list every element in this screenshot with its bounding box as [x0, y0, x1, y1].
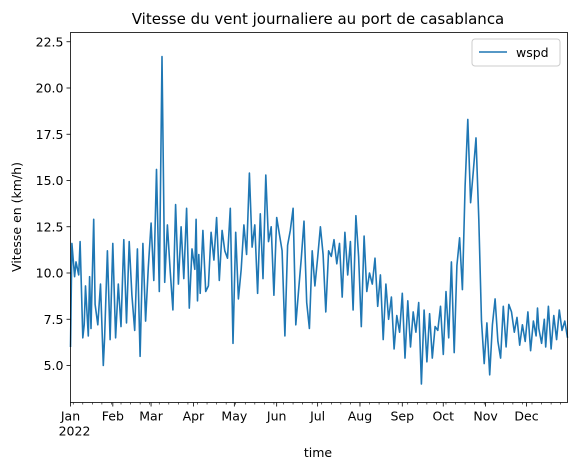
x-tick-label: Jul — [309, 409, 325, 424]
y-tick-label: 7.5 — [44, 312, 64, 327]
x-tick-label: Dec — [514, 409, 538, 424]
x-tick-label: Jan — [60, 409, 80, 424]
series-line-wspd — [69, 55, 569, 385]
x-tick-label: May — [221, 409, 247, 424]
y-tick-label: 10.0 — [36, 266, 64, 281]
series-layer — [69, 55, 569, 385]
x-tick-label: Sep — [391, 409, 415, 424]
legend-series-label: wspd — [516, 45, 549, 60]
x-tick-label: Mar — [139, 409, 163, 424]
y-tick-label: 15.0 — [36, 173, 64, 188]
x-tick-label: Oct — [432, 409, 454, 424]
legend: wspd — [471, 38, 561, 67]
y-tick-label: 12.5 — [36, 219, 64, 234]
x-axis-title: time — [304, 445, 333, 460]
plot-area-frame — [70, 32, 568, 403]
y-tick-label: 22.5 — [36, 34, 64, 49]
x-tick-label: Nov — [473, 409, 498, 424]
chart-title: Vitesse du vent journaliere au port de c… — [132, 10, 505, 28]
y-tick-label: 17.5 — [36, 127, 64, 142]
x-tick-label: Aug — [348, 409, 372, 424]
legend-box — [471, 38, 561, 67]
x-tick-label: Apr — [183, 409, 205, 424]
y-tick-label: 5.0 — [44, 358, 64, 373]
y-axis-title: Vitesse en (km/h) — [9, 162, 24, 272]
x-tick-label: Jun — [266, 409, 287, 424]
x-tick-label: Feb — [102, 409, 124, 424]
x-tick-year-label: 2022 — [59, 424, 91, 439]
y-axis: 5.0 7.5 10.0 12.5 15.0 17.5 20.0 22.5 — [36, 34, 71, 373]
y-tick-label: 20.0 — [36, 81, 64, 96]
